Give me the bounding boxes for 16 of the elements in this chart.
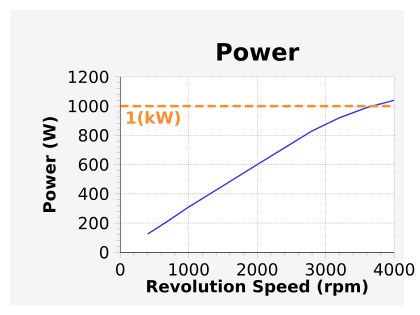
y-tick-label: 400 — [78, 187, 108, 200]
x-axis-title: Revolution Speed (rpm) — [147, 279, 368, 296]
x-tick-label: 4000 — [374, 262, 414, 276]
x-tick-label: 1000 — [169, 262, 209, 276]
x-tick-label: 3000 — [306, 262, 346, 276]
chart-title: Power — [217, 42, 300, 61]
y-tick-label: 0 — [100, 246, 108, 258]
y-tick-label: 600 — [78, 158, 108, 171]
y-tick-label: 200 — [78, 216, 108, 230]
x-tick-label: 0 — [116, 262, 124, 276]
y-axis-title: Power (W) — [42, 116, 58, 212]
y-tick-label: 800 — [78, 128, 108, 142]
x-tick-label: 2000 — [237, 262, 278, 276]
y-tick-label: 1000 — [68, 100, 108, 112]
y-tick-label: 1200 — [68, 70, 108, 83]
ref-line-label: 1(kW) — [127, 110, 180, 126]
